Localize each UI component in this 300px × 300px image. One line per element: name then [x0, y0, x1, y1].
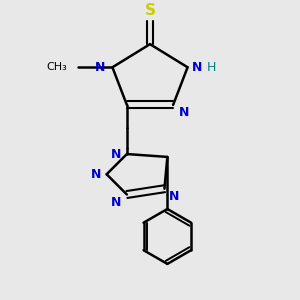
Text: N: N: [192, 61, 202, 74]
Text: N: N: [111, 196, 121, 209]
Text: H: H: [206, 61, 216, 74]
Text: N: N: [179, 106, 189, 119]
Text: N: N: [95, 61, 105, 74]
Text: S: S: [145, 3, 155, 18]
Text: N: N: [91, 168, 101, 181]
Text: N: N: [111, 148, 121, 160]
Text: N: N: [169, 190, 179, 203]
Text: CH₃: CH₃: [47, 62, 68, 72]
